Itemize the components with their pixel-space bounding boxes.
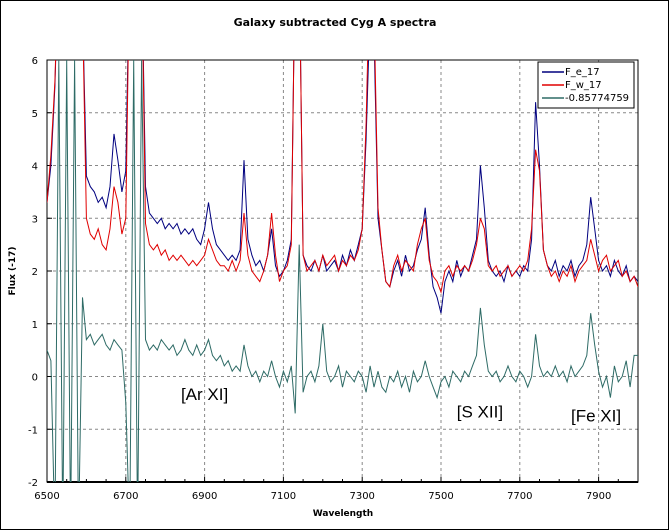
y-tick-label: 3 [32,214,38,225]
series-lines [47,60,638,482]
y-tick-label: 5 [32,109,38,120]
y-axis-label: Flux (-17) [8,246,18,295]
y-tick-label: 0 [32,373,38,384]
y-tick-label: 6 [32,56,38,67]
legend-entry: F_e_17 [565,67,600,78]
series-line-1 [47,60,638,294]
x-axis-label: Wavelength [313,509,373,519]
x-tick-label: 6500 [34,491,59,502]
x-tick-label: 7500 [428,491,453,502]
axis-ticks: 6500 6700 6900 7100 7300 7500 7700 7900 -2 -1 0 1 2 3… [28,56,638,502]
chart-title: Galaxy subtracted Cyg A spectra [234,16,437,29]
y-tick-label: 1 [32,320,38,331]
annotation-label: [Ar XI] [181,385,228,404]
y-tick-label: -2 [28,478,38,489]
legend-entry: -0.85774759 [565,93,629,104]
annotation-label: [S XII] [457,403,503,422]
annotations: [Ar XI] [S XII] [Fe XI] [181,385,621,425]
annotation-label: [Fe XI] [571,406,621,425]
legend: F_e_17 F_w_17 -0.85774759 [537,61,635,109]
x-tick-label: 6700 [113,491,138,502]
x-tick-label: 7100 [271,491,296,502]
series-line-2 [47,60,638,482]
y-tick-label: 4 [32,162,38,173]
y-tick-label: 2 [32,267,38,278]
y-tick-label: -1 [28,425,38,436]
series-line-0 [47,60,638,314]
x-tick-label: 6900 [192,491,217,502]
legend-entry: F_w_17 [565,80,602,91]
x-tick-label: 7900 [586,491,611,502]
x-tick-label: 7300 [349,491,374,502]
x-tick-label: 7700 [507,491,532,502]
